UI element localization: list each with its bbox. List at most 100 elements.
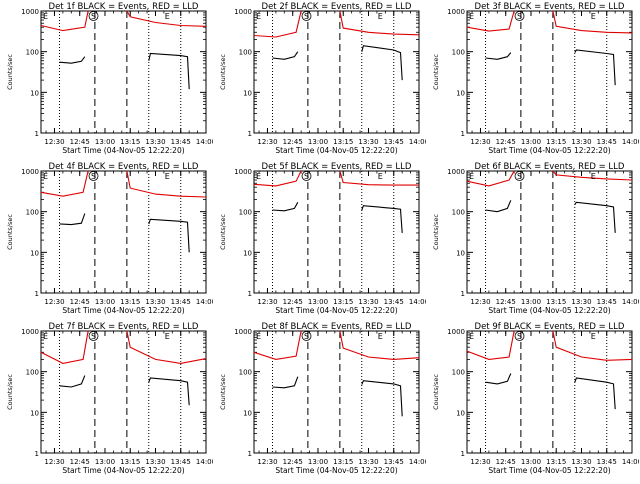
marker-label: E (378, 12, 383, 21)
x-tick-label: 13:00 (521, 458, 541, 466)
x-axis-label: Start Time (04-Nov-05 12:22:20) (62, 146, 184, 155)
detector-chart-5: Det 5f BLACK = Events, RED = LLD 1 10 100 10… (219, 162, 429, 315)
detector-panel-1: Det 1f BLACK = Events, RED = LLD 1 10 100 10… (0, 0, 216, 160)
lld-series-line-seg2 (339, 330, 420, 360)
y-axis-label: Counts/sec (219, 214, 227, 250)
marker-label: E (165, 332, 170, 341)
detector-chart-7: Det 7f BLACK = Events, RED = LLD 1 10 100 10… (6, 322, 216, 475)
x-tick-label: 14:00 (409, 458, 426, 466)
events-series-line-seg1 (59, 375, 86, 388)
marker-label: E (165, 172, 170, 181)
y-axis-label: Counts/sec (432, 54, 440, 90)
x-tick-label: 13:00 (521, 138, 541, 146)
x-tick-label: 13:45 (171, 138, 191, 146)
detector-chart-2: Det 2f BLACK = Events, RED = LLD 1 10 100 10… (219, 2, 429, 155)
x-axis-label: Start Time (04-Nov-05 12:22:20) (275, 466, 397, 475)
marker-label: E (378, 332, 383, 341)
x-tick-label: 13:45 (384, 138, 404, 146)
events-series-line-seg2 (574, 377, 616, 410)
marker-label: S (304, 12, 309, 21)
detector-chart-9: Det 9f BLACK = Events, RED = LLD 1 10 100 10… (432, 322, 640, 475)
x-tick-label: 14:00 (622, 458, 639, 466)
detector-chart-1: Det 1f BLACK = Events, RED = LLD 1 10 100 10… (6, 2, 216, 155)
x-tick-label: 13:00 (95, 298, 115, 306)
y-tick-label: 1000 (21, 168, 39, 176)
y-tick-label: 100 (239, 49, 252, 57)
lld-series-line-seg2 (126, 330, 207, 364)
y-axis-label: Counts/sec (219, 54, 227, 90)
x-tick-label: 12:45 (496, 138, 516, 146)
detector-chart-6: Det 6f BLACK = Events, RED = LLD 1 10 100 10… (432, 162, 640, 315)
y-tick-label: 1000 (234, 168, 252, 176)
x-tick-label: 13:15 (333, 298, 353, 306)
x-tick-label: 13:30 (145, 298, 165, 306)
marker-label: E (591, 172, 596, 181)
chart-title: Det 6f BLACK = Events, RED = LLD (475, 162, 625, 172)
x-tick-label: 13:45 (597, 138, 617, 146)
detector-chart-8: Det 8f BLACK = Events, RED = LLD 1 10 100 10… (219, 322, 429, 475)
plot-frame (40, 330, 207, 454)
events-series-line-seg2 (574, 201, 616, 233)
detector-panel-7: Det 7f BLACK = Events, RED = LLD 1 10 100 10… (0, 320, 216, 480)
y-tick-label: 10 (30, 89, 39, 97)
detector-chart-4: Det 4f BLACK = Events, RED = LLD 1 10 100 10… (6, 162, 216, 315)
y-tick-label: 1 (35, 450, 39, 458)
x-tick-label: 14:00 (622, 138, 639, 146)
x-tick-label: 13:15 (546, 298, 566, 306)
detector-panel-9: Det 9f BLACK = Events, RED = LLD 1 10 100 10… (426, 320, 640, 480)
lld-series-line-seg1 (466, 170, 515, 187)
lld-series-line-seg2 (126, 10, 207, 27)
lld-series-line-seg1 (253, 170, 302, 187)
x-tick-label: 12:45 (496, 458, 516, 466)
y-tick-label: 10 (243, 409, 252, 417)
events-series-line-seg2 (361, 205, 403, 233)
plot-frame (466, 170, 633, 294)
x-tick-label: 12:45 (283, 298, 303, 306)
x-tick-label: 14:00 (622, 298, 639, 306)
x-tick-label: 13:30 (571, 138, 591, 146)
x-tick-label: 13:30 (358, 138, 378, 146)
events-series-line-seg1 (272, 51, 299, 60)
detector-panel-4: Det 4f BLACK = Events, RED = LLD 1 10 100 10… (0, 160, 216, 320)
y-axis-label: Counts/sec (6, 374, 14, 410)
x-tick-label: 14:00 (196, 458, 213, 466)
x-tick-label: 13:30 (571, 458, 591, 466)
y-tick-label: 100 (26, 49, 39, 57)
y-tick-label: 1 (35, 130, 39, 138)
lld-series-line-seg2 (126, 170, 207, 198)
marker-circle (88, 331, 99, 341)
x-tick-label: 12:45 (70, 458, 90, 466)
y-tick-label: 1 (248, 130, 252, 138)
y-tick-label: 100 (26, 209, 39, 217)
x-tick-label: 13:00 (95, 138, 115, 146)
y-tick-label: 1000 (447, 168, 465, 176)
x-tick-label: 14:00 (196, 298, 213, 306)
events-series-line-seg1 (272, 202, 299, 212)
detector-chart-3: Det 3f BLACK = Events, RED = LLD 1 10 100 10… (432, 2, 640, 155)
events-series-line-seg2 (148, 377, 190, 406)
marker-circle (514, 331, 525, 341)
y-tick-label: 1000 (447, 8, 465, 16)
marker-circle (88, 11, 99, 21)
x-tick-label: 13:30 (571, 298, 591, 306)
marker-label: E (469, 172, 474, 181)
plot-frame (253, 330, 420, 454)
x-tick-label: 14:00 (409, 138, 426, 146)
y-tick-label: 100 (452, 369, 465, 377)
x-tick-label: 12:45 (283, 138, 303, 146)
y-tick-label: 100 (452, 49, 465, 57)
x-tick-label: 12:30 (470, 458, 490, 466)
marker-label: S (517, 172, 522, 181)
y-tick-label: 1000 (21, 328, 39, 336)
marker-label: E (256, 12, 261, 21)
x-tick-label: 12:45 (70, 138, 90, 146)
marker-label: E (469, 332, 474, 341)
x-tick-label: 13:00 (521, 298, 541, 306)
plot-frame (466, 330, 633, 454)
y-tick-label: 10 (243, 249, 252, 257)
events-series-line-seg1 (59, 56, 86, 64)
marker-circle (301, 331, 312, 341)
events-series-line-seg1 (485, 200, 512, 213)
marker-label: S (91, 12, 96, 21)
x-tick-label: 13:00 (308, 298, 328, 306)
